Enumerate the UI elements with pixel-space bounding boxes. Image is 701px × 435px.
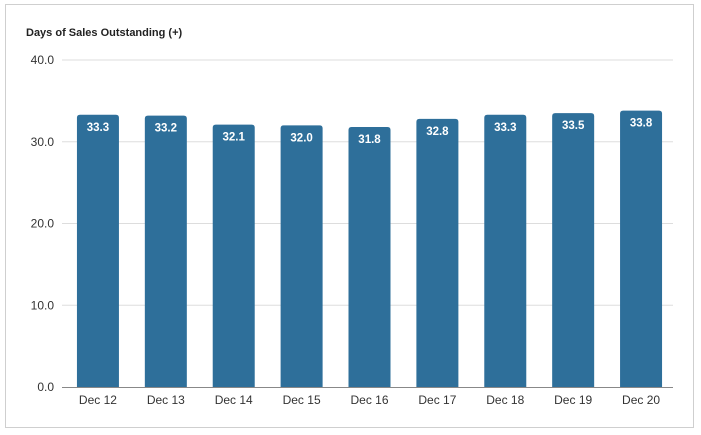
data-label: 31.8 xyxy=(358,134,381,146)
chart-title: Days of Sales Outstanding (+) xyxy=(26,27,183,39)
x-tick-label: Dec 20 xyxy=(622,393,660,407)
y-tick-label: 20.0 xyxy=(31,217,55,231)
data-label: 33.5 xyxy=(562,120,585,132)
x-tick-label: Dec 19 xyxy=(554,393,592,407)
x-tick-label: Dec 17 xyxy=(418,393,456,407)
bar xyxy=(552,113,595,387)
x-tick-label: Dec 18 xyxy=(486,393,524,407)
data-label: 32.8 xyxy=(426,126,449,138)
x-tick-label: Dec 13 xyxy=(147,393,185,407)
bar xyxy=(484,114,527,388)
bar xyxy=(144,115,187,387)
y-tick-label: 30.0 xyxy=(31,135,55,149)
x-axis-ticks: Dec 12 Dec 13 Dec 14 Dec 15 Dec 16 Dec 17 Dec … xyxy=(79,393,660,407)
x-tick-label: Dec 14 xyxy=(215,393,253,407)
bars xyxy=(76,110,663,388)
data-label: 33.8 xyxy=(630,118,653,130)
x-tick-label: Dec 16 xyxy=(350,393,388,407)
bar xyxy=(76,114,119,388)
x-tick-label: Dec 15 xyxy=(283,393,321,407)
bar xyxy=(416,118,459,388)
bar xyxy=(348,127,391,387)
data-label: 33.2 xyxy=(155,123,177,135)
data-label: 32.0 xyxy=(290,132,312,144)
data-labels: 33.3 33.2 32.1 32.0 31.8 32.8 33.3 33.5 33.8 xyxy=(87,118,653,146)
y-tick-label: 0.0 xyxy=(37,380,54,394)
y-axis-ticks: 0.0 10.0 20.0 30.0 40.0 xyxy=(31,53,55,394)
bar xyxy=(212,124,255,388)
data-label: 33.3 xyxy=(87,122,109,134)
bar xyxy=(620,110,663,387)
y-tick-label: 10.0 xyxy=(31,298,55,312)
data-label: 33.3 xyxy=(494,122,516,134)
x-tick-label: Dec 12 xyxy=(79,393,117,407)
bar xyxy=(280,125,323,388)
data-label: 32.1 xyxy=(223,132,246,144)
y-tick-label: 40.0 xyxy=(31,53,55,67)
